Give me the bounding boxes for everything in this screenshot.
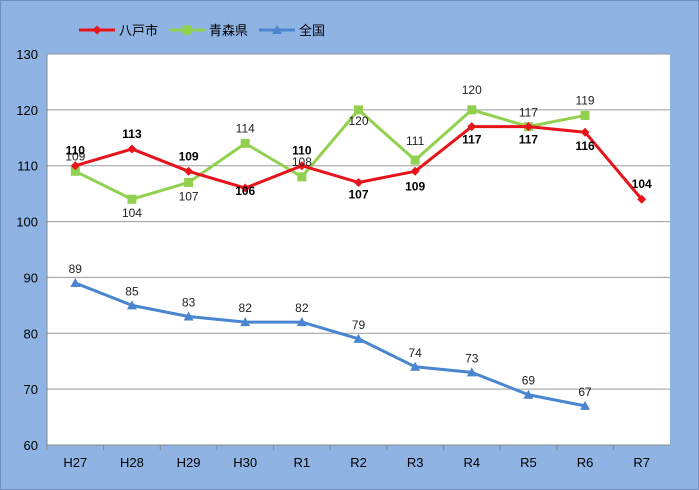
data-point (240, 138, 250, 148)
data-label: 119 (575, 93, 594, 107)
data-label: 109 (179, 149, 199, 163)
data-point (127, 144, 137, 154)
data-point (580, 400, 591, 410)
data-label: 114 (236, 121, 255, 135)
data-point (272, 25, 282, 34)
data-point (70, 278, 81, 288)
data-label: 110 (292, 144, 312, 158)
data-point (127, 194, 137, 204)
data-label: 111 (406, 134, 425, 148)
y-tick-label: 120 (16, 103, 38, 118)
x-tick-label: R2 (350, 455, 367, 470)
data-point (410, 155, 420, 165)
data-label: 67 (578, 385, 592, 399)
data-point (126, 300, 137, 310)
data-point (353, 333, 364, 343)
data-label: 83 (182, 296, 196, 310)
data-label: 107 (179, 189, 199, 203)
data-label: 89 (69, 262, 83, 276)
data-label: 82 (239, 301, 253, 315)
x-tick-label: R6 (577, 455, 594, 470)
data-label: 110 (66, 144, 86, 158)
legend-label: 八戸市 (119, 23, 158, 38)
x-tick-label: H29 (177, 455, 201, 470)
y-axis-ticks: 60 70 80 90 100 110 120 130 (16, 47, 38, 453)
data-label: 116 (575, 139, 595, 153)
line-national (74, 281, 586, 408)
y-tick-label: 110 (17, 159, 38, 174)
data-point (297, 161, 307, 171)
legend-label: 青森県 (209, 23, 248, 38)
data-label: 104 (122, 206, 142, 220)
x-tick-label: H28 (120, 455, 144, 470)
data-label: 120 (462, 83, 482, 97)
data-point (70, 161, 80, 171)
data-point (466, 367, 477, 377)
data-point (523, 389, 534, 399)
data-point (580, 127, 590, 137)
data-label: 113 (122, 127, 142, 141)
y-tick-label: 90 (24, 270, 38, 285)
data-label: 79 (352, 318, 366, 332)
data-label: 73 (465, 351, 479, 365)
y-tick-label: 130 (16, 47, 38, 62)
x-tick-label: R1 (294, 455, 311, 470)
x-tick-label: R3 (407, 455, 424, 470)
x-tick-label: H30 (233, 455, 257, 470)
data-point (523, 122, 533, 132)
data-point (410, 361, 421, 371)
data-label: 106 (235, 184, 255, 198)
line-aomori (74, 108, 586, 201)
data-label: 109 (65, 149, 85, 163)
data-label: 117 (462, 133, 482, 147)
data-point (183, 311, 194, 321)
data-point (354, 177, 363, 187)
data-labels: 89 85 83 82 82 79 74 73 69 67 109 104 107 114 108 120 11… (65, 83, 652, 399)
data-point (240, 183, 250, 193)
data-point (297, 172, 307, 182)
x-tick-label: R4 (463, 455, 480, 470)
data-point (70, 166, 80, 176)
data-label: 108 (292, 155, 312, 169)
data-label: 85 (125, 284, 139, 298)
line-hachinohe-group (70, 122, 647, 204)
data-label: 82 (295, 301, 309, 315)
x-tick-label: R5 (520, 455, 537, 470)
data-point (637, 194, 647, 204)
data-label: 107 (348, 187, 368, 201)
data-label: 69 (522, 374, 536, 388)
data-point (410, 166, 420, 176)
data-label: 120 (348, 114, 368, 128)
y-tick-label: 70 (24, 382, 38, 397)
data-point (467, 105, 477, 115)
data-point (182, 25, 192, 35)
y-tick-label: 80 (24, 326, 38, 341)
data-label: 117 (519, 106, 538, 120)
x-axis-ticks: H27 H28 H29 H30 R1 R2 R3 R4 R5 R6 R7 (46, 445, 650, 470)
data-point (92, 25, 102, 35)
data-point (184, 166, 194, 176)
data-point (467, 122, 477, 132)
y-tick-label: 100 (16, 215, 38, 230)
y-tick-label: 60 (24, 438, 38, 453)
data-point (580, 110, 590, 120)
data-label: 74 (408, 346, 422, 360)
series-group (70, 105, 647, 410)
legend-label: 全国 (299, 23, 325, 38)
data-label: 109 (405, 179, 425, 193)
data-point (296, 317, 307, 327)
data-point (354, 105, 363, 115)
legend: 八戸市 青森県 全国 (79, 23, 325, 38)
x-tick-label: H27 (63, 455, 87, 470)
line-national-group (70, 278, 591, 410)
data-label: 117 (519, 133, 539, 147)
data-point (184, 177, 194, 187)
data-point (240, 317, 251, 327)
x-tick-label: R7 (633, 455, 650, 470)
data-label: 104 (632, 177, 652, 191)
